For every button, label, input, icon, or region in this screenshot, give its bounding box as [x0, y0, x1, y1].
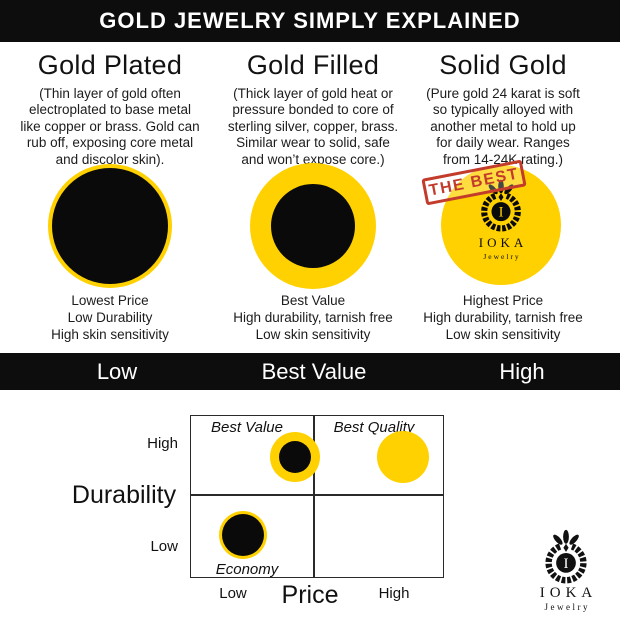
brand-name: IOKA — [478, 235, 528, 250]
gold-plated-features: Lowest Price Low Durability High skin se… — [6, 292, 214, 343]
quadrant-label-economy: Economy — [215, 561, 279, 578]
chart-vertical-gridline — [313, 416, 315, 577]
footer-brand-logo: I IOKA Jewelry — [527, 528, 605, 612]
y-tick-high: High — [147, 435, 178, 452]
solid-gold-circle-icon: I IOKA Jewelry — [441, 165, 561, 285]
base-metal-core-icon — [52, 168, 168, 284]
base-metal-core-icon — [271, 184, 355, 268]
column-description: (Thin layer of gold often electroplated … — [20, 86, 200, 167]
best-value-bubble-icon — [270, 432, 320, 482]
solid-gold-features: Highest Price High durability, tarnish f… — [397, 292, 609, 343]
feature-line: Low skin sensitivity — [255, 327, 371, 342]
value-continuum-bar: Low Best Value High — [0, 353, 620, 390]
ioka-crest-icon: I — [545, 529, 587, 584]
feature-line: High durability, tarnish free — [423, 310, 583, 325]
value-bar-high: High — [499, 359, 545, 384]
quadrant-label-best-value: Best Value — [211, 419, 283, 436]
x-axis-label: Price — [281, 581, 339, 609]
bubble-core-icon — [279, 441, 311, 473]
column-description: (Thick layer of gold heat or pressure bo… — [227, 86, 399, 167]
column-solid-gold: Solid Gold (Pure gold 24 karat is soft s… — [397, 50, 609, 168]
quadrant-label-best-quality: Best Quality — [333, 419, 415, 436]
ioka-crest-icon: I — [481, 179, 521, 232]
brand-subtitle: Jewelry — [544, 602, 590, 612]
header-bar: GOLD JEWELRY SIMPLY EXPLAINED — [0, 0, 620, 42]
feature-line: Low Durability — [67, 310, 153, 325]
column-description: (Pure gold 24 karat is soft so typically… — [426, 86, 580, 167]
chart-horizontal-gridline — [191, 494, 443, 496]
feature-line: Best Value — [280, 293, 346, 308]
gold-plated-circle-icon — [48, 164, 172, 288]
gold-filled-circle-icon — [250, 163, 376, 289]
best-quality-bubble-icon — [377, 431, 429, 483]
column-gold-filled: Gold Filled (Thick layer of gold heat or… — [209, 50, 417, 168]
y-tick-low: Low — [150, 538, 178, 555]
column-title: Gold Plated — [37, 50, 183, 80]
column-title: Solid Gold — [439, 50, 567, 80]
x-tick-low: Low — [219, 585, 247, 602]
feature-line: High durability, tarnish free — [233, 310, 393, 325]
gold-filled-features: Best Value High durability, tarnish free… — [209, 292, 417, 343]
price-durability-chart — [190, 415, 444, 578]
brand-subtitle: Jewelry — [483, 252, 521, 261]
feature-line: Highest Price — [462, 293, 544, 308]
x-tick-high: High — [378, 585, 410, 602]
feature-line: High skin sensitivity — [51, 327, 169, 342]
feature-line: Low skin sensitivity — [445, 327, 561, 342]
value-bar-low: Low — [96, 359, 138, 384]
crest-initial: I — [499, 205, 504, 221]
value-bar-best-value: Best Value — [261, 359, 367, 384]
y-axis-label: Durability — [71, 481, 177, 509]
economy-bubble-icon — [219, 511, 267, 559]
crest-initial: I — [563, 556, 568, 572]
column-gold-plated: Gold Plated (Thin layer of gold often el… — [6, 50, 214, 168]
bubble-core-icon — [222, 514, 264, 556]
brand-name: IOKA — [539, 585, 598, 601]
column-title: Gold Filled — [246, 50, 380, 80]
feature-line: Lowest Price — [71, 293, 149, 308]
page-title: GOLD JEWELRY SIMPLY EXPLAINED — [99, 8, 521, 33]
